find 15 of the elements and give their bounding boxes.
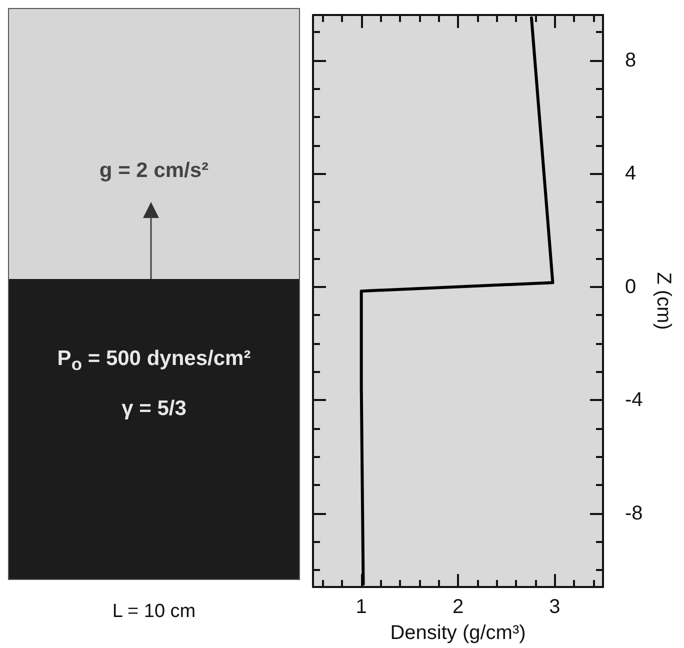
text: g = 2 cm/s² [98,159,210,183]
text: γ = 5/3 [120,397,188,421]
y-tick-label: 4 [625,162,636,185]
x-tick-label: 3 [549,596,560,618]
text: L = 10 cm [111,601,197,623]
y-tick-label: -8 [625,502,643,524]
y-tick-label: 0 [625,276,636,298]
y-axis-title: Z (cm) [652,272,675,330]
x-axis-title: Density (g/cm³) [390,622,526,644]
x-tick-label: 2 [452,596,464,618]
text: P$_{o}$ = 500 dynes/cm² [56,347,252,376]
line-series [360,16,554,586]
y-tick-label: 8 [625,49,636,72]
y-tick-label: -4 [625,389,643,412]
x-tick-label: 1 [356,596,367,618]
